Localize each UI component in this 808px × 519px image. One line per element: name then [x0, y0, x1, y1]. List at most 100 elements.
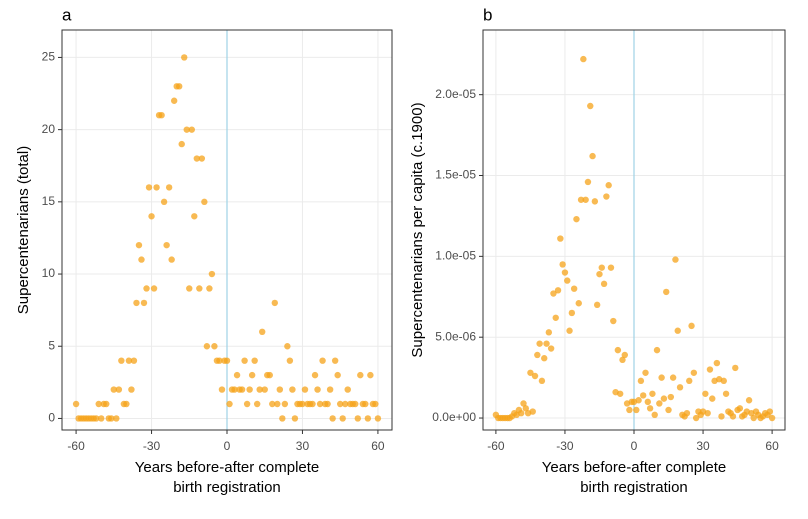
point — [522, 405, 530, 412]
y-tick-label: 10 — [42, 266, 56, 280]
point — [143, 285, 150, 292]
point — [656, 400, 663, 407]
point — [354, 415, 361, 422]
point — [178, 140, 185, 148]
point — [148, 213, 155, 220]
point — [745, 397, 753, 404]
point — [658, 374, 665, 381]
y-tick-label: 1.0e-05 — [435, 249, 476, 263]
point — [165, 184, 173, 191]
point — [605, 182, 612, 189]
point — [342, 400, 349, 408]
point — [722, 390, 730, 397]
point — [135, 241, 143, 249]
point — [584, 178, 592, 186]
point — [536, 340, 543, 347]
panel-title: a — [62, 5, 72, 24]
x-tick-label: 60 — [371, 439, 385, 453]
x-tick-label: -30 — [556, 439, 574, 453]
point — [206, 285, 213, 292]
point — [191, 213, 198, 220]
point — [150, 285, 158, 292]
point — [591, 198, 599, 205]
point — [692, 414, 700, 422]
point — [259, 328, 266, 336]
point — [766, 408, 774, 415]
panel-border — [61, 29, 393, 431]
x-tick-label: -30 — [143, 439, 161, 453]
point — [545, 329, 553, 336]
point — [596, 270, 603, 278]
point — [140, 299, 148, 307]
point — [253, 400, 261, 408]
point — [284, 343, 291, 350]
x-tick-label: 0 — [631, 439, 638, 453]
point — [279, 415, 286, 422]
point — [663, 288, 670, 296]
point — [196, 285, 203, 292]
point — [72, 400, 80, 408]
point — [128, 386, 135, 393]
point — [720, 377, 727, 385]
point — [203, 343, 211, 350]
point — [543, 340, 550, 347]
point — [248, 371, 256, 379]
point — [637, 377, 645, 385]
point — [667, 393, 675, 401]
point — [589, 152, 596, 160]
point — [374, 415, 382, 422]
point — [518, 409, 525, 417]
point — [603, 193, 610, 200]
y-tick-label: 0.0e+00 — [432, 410, 476, 424]
y-tick-label: 0 — [48, 411, 55, 425]
point — [108, 415, 115, 422]
point — [98, 415, 105, 422]
point — [642, 369, 649, 376]
point — [319, 357, 326, 364]
point — [176, 83, 183, 90]
point — [568, 309, 576, 317]
point — [575, 300, 582, 307]
point — [113, 415, 120, 422]
point — [211, 343, 218, 350]
point — [218, 386, 226, 393]
point — [226, 400, 233, 408]
point — [561, 269, 569, 276]
point — [614, 346, 622, 354]
point — [326, 386, 334, 393]
point — [153, 184, 160, 191]
point — [198, 155, 206, 162]
point — [367, 371, 374, 379]
point — [750, 414, 757, 422]
point — [324, 400, 331, 408]
point — [133, 299, 140, 307]
point — [527, 369, 534, 376]
point — [274, 400, 281, 408]
point — [372, 400, 379, 408]
point — [732, 364, 739, 372]
point — [256, 386, 263, 393]
point — [538, 377, 546, 385]
point — [676, 384, 684, 391]
point — [674, 327, 681, 334]
point — [552, 314, 559, 321]
point — [582, 196, 589, 203]
point — [729, 413, 737, 420]
point — [251, 357, 258, 364]
point — [233, 371, 241, 379]
point — [188, 126, 195, 133]
point — [186, 285, 193, 292]
y-tick-label: 20 — [42, 122, 56, 136]
y-tick-label: 2.0e-05 — [435, 87, 476, 101]
point — [145, 184, 153, 191]
point — [610, 317, 617, 325]
point — [289, 386, 296, 393]
y-tick-label: 15 — [42, 194, 56, 208]
point — [718, 413, 725, 420]
point — [223, 357, 231, 364]
point — [357, 371, 364, 379]
panel-title: b — [483, 5, 492, 24]
point — [364, 415, 372, 422]
point — [362, 400, 369, 408]
point — [713, 359, 721, 367]
